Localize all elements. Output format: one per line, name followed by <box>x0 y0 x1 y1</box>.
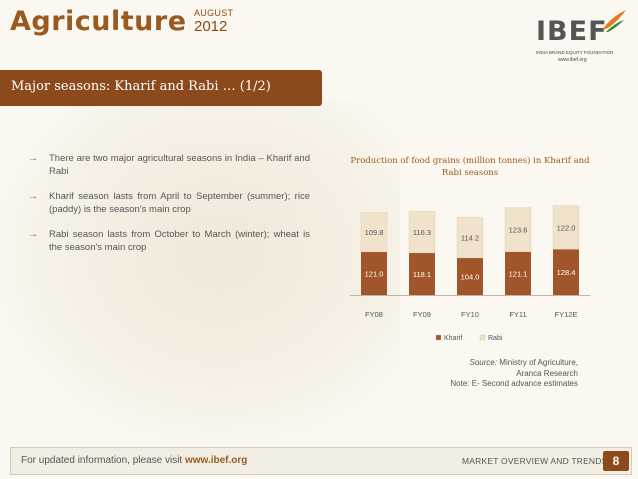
page-title: Agriculture <box>10 6 187 37</box>
data-label-rabi-fy12e: 122.0 <box>557 223 576 232</box>
bar-kharif-fy09 <box>409 252 435 295</box>
bar-rabi-fy11 <box>504 207 532 252</box>
data-label-rabi-fy09: 116.3 <box>413 228 431 237</box>
section-title: Major seasons: Kharif and Rabi … (1/2) <box>11 79 271 94</box>
x-tick-label: FY10 <box>461 310 479 319</box>
footer-section-name: MARKET OVERVIEW AND TRENDS <box>462 456 608 466</box>
source-label: Source: <box>469 358 498 367</box>
bar-rabi-fy10 <box>456 216 484 259</box>
source-line2: Aranca Research <box>516 368 578 378</box>
bar-rabi-fy08 <box>360 212 388 253</box>
chart-title: Production of food grains (million tonne… <box>350 156 590 178</box>
arrow-right-icon: → <box>28 153 38 164</box>
bar-rabi-fy09 <box>408 211 436 254</box>
ibef-logo: IBEF INDIA BRAND EQUITY FOUNDATION www.i… <box>536 10 628 64</box>
bar-kharif-fy11 <box>505 251 531 295</box>
source-note: Note: E- Second advance estimates <box>450 379 578 388</box>
bullet-item: → Kharif season lasts from April to Sept… <box>28 190 310 216</box>
data-label-kharif-fy09: 118.1 <box>413 270 431 279</box>
india-map-watermark <box>0 100 400 440</box>
bullet-list: → There are two major agricultural seaso… <box>28 152 310 266</box>
legend-swatch-kharif <box>435 334 442 341</box>
arrow-right-icon: → <box>28 229 38 240</box>
data-label-kharif-fy10: 104.0 <box>461 272 480 281</box>
footer-info: For updated information, please visit ww… <box>21 455 247 466</box>
bar-kharif-fy08 <box>361 251 387 295</box>
logo-url: www.ibef.org <box>558 57 587 63</box>
data-label-kharif-fy11: 121.1 <box>509 269 528 278</box>
source-block: Source: Ministry of Agriculture, Aranca … <box>450 358 578 390</box>
page-number: 8 <box>612 454 620 468</box>
data-label-rabi-fy11: 123.6 <box>509 226 528 235</box>
footer-bar: For updated information, please visit ww… <box>10 447 632 475</box>
legend-swatch-rabi <box>479 334 486 341</box>
bar-kharif-fy10 <box>457 257 483 295</box>
data-label-rabi-fy08: 109.8 <box>365 228 384 237</box>
bullet-text: There are two major agricultural seasons… <box>49 153 310 177</box>
section-header: Major seasons: Kharif and Rabi … (1/2) <box>0 70 322 106</box>
legend-label-kharif: Kharif <box>444 335 462 342</box>
arrow-right-icon: → <box>28 191 38 202</box>
footer-link[interactable]: www.ibef.org <box>184 455 248 466</box>
bullet-item: → There are two major agricultural seaso… <box>28 152 310 178</box>
source-text: Ministry of Agriculture, <box>499 358 578 367</box>
bullet-text: Rabi season lasts from October to March … <box>49 229 310 253</box>
report-year: 2012 <box>194 18 228 35</box>
report-month: AUGUST <box>194 8 234 18</box>
logo-text: IBEF <box>536 16 608 47</box>
bird-logo-icon <box>602 10 626 32</box>
x-tick-label: FY08 <box>365 310 383 319</box>
x-tick-label: FY09 <box>413 310 431 319</box>
bar-rabi-fy12e <box>552 205 580 250</box>
page-number-box: 8 <box>603 451 629 471</box>
bullet-text: Kharif season lasts from April to Septem… <box>49 191 310 215</box>
logo-subtitle: INDIA BRAND EQUITY FOUNDATION <box>536 50 614 55</box>
footer-text: For updated information, please visit <box>21 455 183 466</box>
bullet-item: → Rabi season lasts from October to Marc… <box>28 228 310 254</box>
data-label-kharif-fy12e: 128.4 <box>557 268 576 277</box>
stacked-bar-chart: 121.0 109.8 FY08 118.1 116.3 FY09 104.0 114.2 FY… <box>350 205 590 342</box>
data-label-kharif-fy08: 121.0 <box>365 269 384 278</box>
legend-label-rabi: Rabi <box>488 335 503 342</box>
x-tick-label: FY12E <box>555 310 578 319</box>
x-tick-label: FY11 <box>509 310 526 319</box>
data-label-rabi-fy10: 114.2 <box>461 233 479 242</box>
bar-kharif-fy12e <box>553 249 579 295</box>
